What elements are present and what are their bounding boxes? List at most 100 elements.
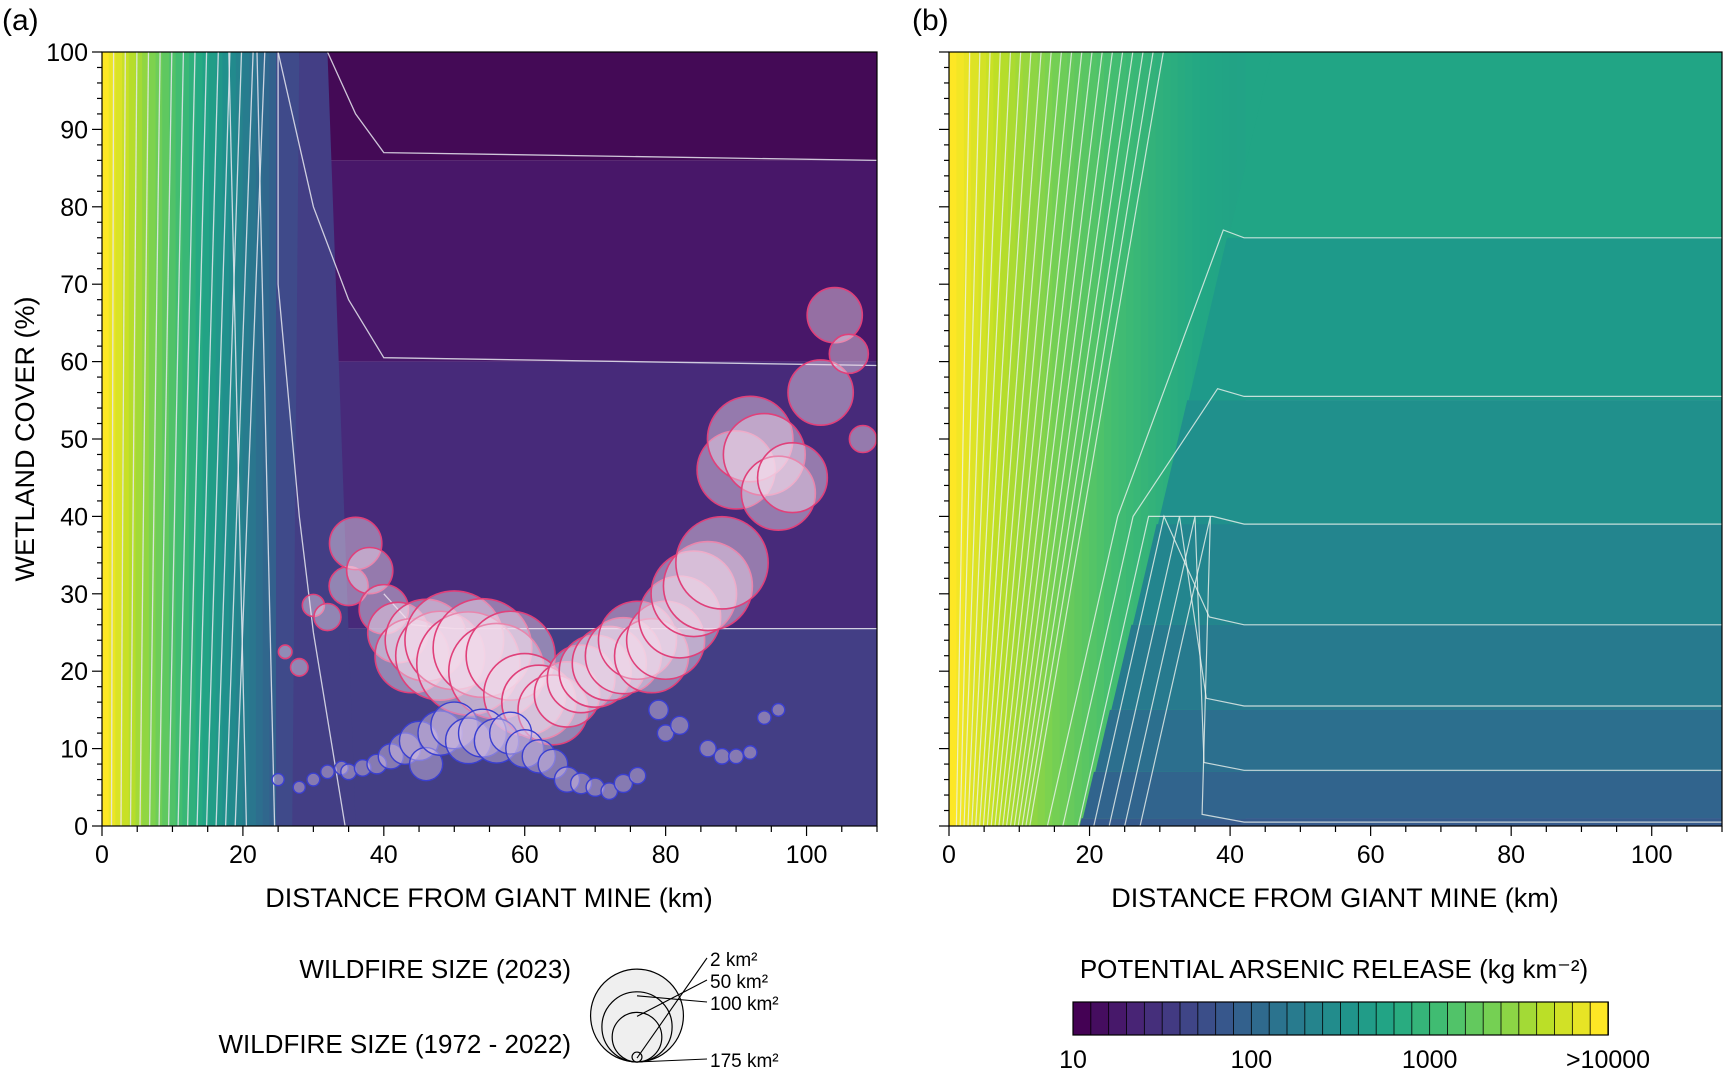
panel-b-contour-line (1093, 514, 1722, 826)
size-legend-label: 175 km² (710, 1051, 779, 1072)
colorbar-bin (1143, 1001, 1164, 1036)
scatter-point-1972-2022 (584, 616, 663, 695)
panel-b-contour-line (1139, 516, 1722, 826)
colorbar-bin (1411, 1001, 1431, 1036)
panel-a-y-tick-label: 50 (60, 426, 88, 454)
scatter-series-1972-2022 (277, 286, 877, 746)
scatter-point-1972-2022 (787, 359, 855, 426)
panel-a-gradient-strip (229, 52, 238, 826)
panel-a-contour-line (256, 52, 276, 826)
scatter-point-2023 (430, 701, 479, 750)
scatter-point-1972-2022 (722, 412, 806, 497)
panel-b-band-0 (1228, 52, 1722, 238)
panel-b-x-axis: 0 20 40 60 80 100 (942, 826, 1723, 869)
panel-b-gradient-strip (1103, 52, 1113, 826)
colorbar-bin (1233, 1001, 1253, 1036)
size-legend-label: 50 km² (710, 972, 768, 993)
colorbar-bin (1197, 1001, 1217, 1036)
panel-a-gradient-strip (128, 52, 137, 826)
scatter-point-1972-2022 (828, 333, 870, 375)
panel-a-gradient-strip (255, 52, 265, 826)
panel-b-contour-line (1046, 229, 1722, 826)
panel-a-y-label: WETLAND COVER (%) (10, 296, 40, 581)
panel-a-y-tick-label: 20 (60, 658, 88, 686)
panel-b-band-2 (1157, 400, 1722, 525)
panel-b-gradient-strip (1096, 52, 1106, 826)
panel-a-gradient-strip (189, 52, 198, 826)
scatter-point-2023 (408, 746, 444, 782)
scatter-point-1972-2022 (328, 565, 369, 607)
panel-a-contour-line (120, 52, 126, 826)
scatter-point-2023 (742, 745, 758, 760)
panel-b-gradient-strip (1089, 52, 1098, 826)
panel-a-contour-line (177, 52, 196, 826)
scatter-point-1972-2022 (638, 575, 722, 659)
scatter-series-2023 (271, 699, 786, 801)
panel-b-gradient-strip (1074, 52, 1084, 826)
panel-b-band-5 (1095, 709, 1722, 772)
scatter-point-1972-2022 (848, 424, 877, 454)
panel-a-wedge-2 (276, 52, 300, 826)
scatter-point-2023 (488, 711, 533, 755)
colorbar-bin (1286, 1001, 1306, 1036)
scatter-point-1972-2022 (706, 395, 794, 483)
scatter-point-1972-2022 (546, 644, 616, 714)
panel-a-gradient-strip (215, 52, 224, 826)
scatter-point-2023 (537, 748, 569, 780)
colorbar-bin (1304, 1001, 1324, 1036)
panel-b-contour-line (998, 52, 1083, 826)
panel-b-x-label: DISTANCE FROM GIANT MINE (km) (1111, 883, 1559, 913)
size-legend-leader (636, 979, 708, 1017)
panel-b-contour-line (955, 52, 971, 826)
panel-a-gradient-strip (142, 52, 151, 826)
panel-a-contour-line (224, 52, 254, 826)
colorbar-title: POTENTIAL ARSENIC RELEASE (kg km⁻²) (1080, 954, 1588, 984)
colorbar-bin (1393, 1001, 1413, 1036)
colorbar-bin (1250, 1001, 1271, 1036)
panel-b-contour-fill (949, 52, 1722, 826)
scatter-point-2023 (320, 764, 335, 780)
panel-a-contour-line (139, 52, 150, 826)
panel-b-gradient-strip (1059, 52, 1069, 826)
panel-b-gradient-strip (1148, 52, 1158, 826)
colorbar-bin (1482, 1001, 1502, 1036)
panel-b-contour-line (963, 52, 991, 826)
colorbar-frame (1072, 1001, 1609, 1036)
panel-a-contour-line (228, 52, 248, 826)
scatter-point-2023 (521, 739, 557, 774)
colorbar-bin (1375, 1001, 1395, 1036)
scatter-point-2023 (713, 747, 731, 765)
panel-a-gradient-strip (148, 52, 157, 826)
colorbar-bin (1268, 1001, 1288, 1036)
scatter-point-2023 (457, 708, 508, 758)
panel-a-gradient-strip (175, 52, 184, 826)
panel-b-gradient-strip (1111, 52, 1121, 826)
panel-a: 0 20 40 60 80 100 0 10 20 30 40 50 60 70 80 90 100 DIST… (10, 39, 878, 913)
scatter-point-2023 (771, 702, 786, 717)
scatter-point-2023 (648, 699, 670, 721)
legend-label-1972-2022: WILDFIRE SIZE (1972 - 2022) (218, 1029, 571, 1059)
size-legend: WILDFIRE SIZE (2023) WILDFIRE SIZE (1972… (218, 950, 778, 1072)
colorbar-bin (1554, 1001, 1574, 1036)
panel-b-contour-line (971, 52, 1012, 826)
scatter-point-2023 (271, 772, 285, 787)
panel-a-x-tick-label: 20 (229, 841, 257, 869)
panel-a-contour-line (110, 52, 115, 826)
panel-a-contour-line (167, 52, 185, 826)
colorbar-bin (1500, 1001, 1520, 1036)
colorbar-tick-label: 10 (1059, 1046, 1087, 1073)
colorbar-tick-label: 1000 (1402, 1046, 1458, 1073)
panel-a-gradient-strip (168, 52, 178, 826)
panel-b-contour-line (979, 52, 1032, 826)
panel-a-gradient-strip (242, 52, 251, 826)
panel-a-contour-line (158, 52, 173, 826)
panel-a-y-axis: 0 10 20 30 40 50 60 70 80 90 100 (46, 39, 102, 841)
panel-b-gradient-strip (1162, 52, 1172, 826)
panel-b-gradient-strip (1044, 52, 1054, 826)
colorbar-bin (1571, 1001, 1592, 1036)
panel-a-gradient-strip (202, 52, 211, 826)
panel-b-gradient-strip (1140, 52, 1150, 826)
panel-b-contour-line (1025, 52, 1154, 826)
panel-a-gradient-strip (155, 52, 164, 826)
